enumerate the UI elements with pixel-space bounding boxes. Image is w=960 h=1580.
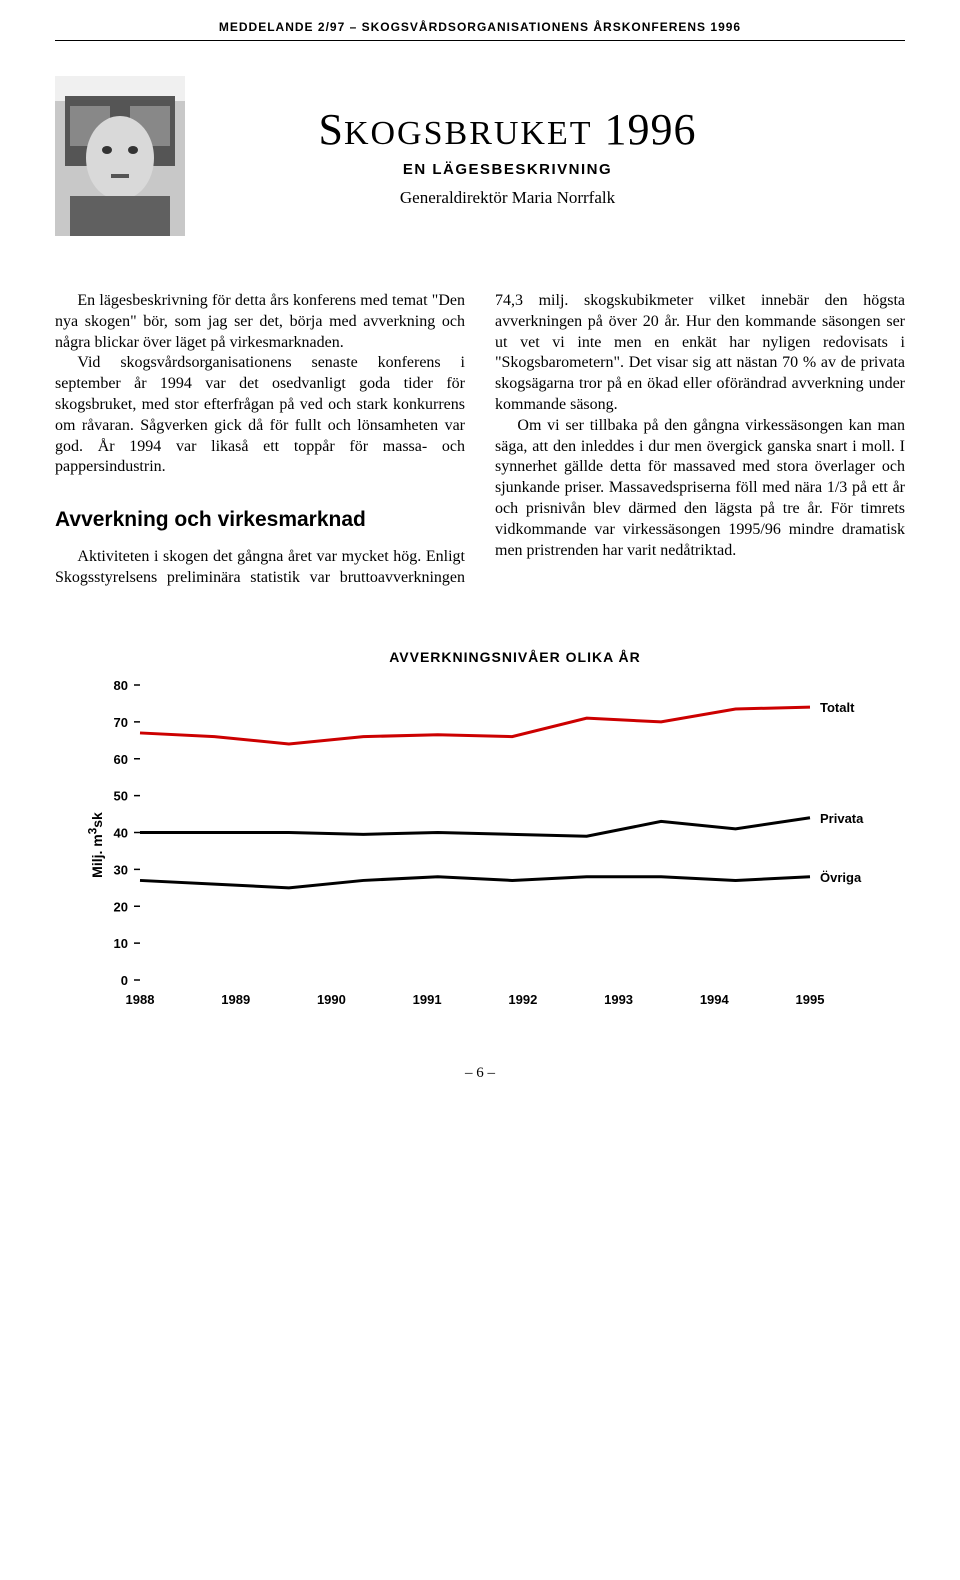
page-number: – 6 – xyxy=(55,1065,905,1082)
svg-text:1989: 1989 xyxy=(221,992,250,1007)
body-paragraph: En lägesbeskrivning för detta års konfer… xyxy=(55,291,465,353)
title-block: SKOGSBRUKET 1996 EN LÄGESBESKRIVNING Gen… xyxy=(55,76,905,236)
svg-text:80: 80 xyxy=(114,678,128,693)
page-header: MEDDELANDE 2/97 – SKOGSVÅRDSORGANISATION… xyxy=(55,20,905,41)
chart-ylabel: Milj. m3sk xyxy=(86,812,105,878)
svg-text:10: 10 xyxy=(114,936,128,951)
body-paragraph: Om vi ser tillbaka på den gångna virkess… xyxy=(495,416,905,562)
svg-text:30: 30 xyxy=(114,862,128,877)
author-portrait xyxy=(55,76,185,236)
main-title: SKOGSBRUKET 1996 xyxy=(210,104,805,155)
svg-text:0: 0 xyxy=(121,973,128,988)
title-text: SKOGSBRUKET 1996 xyxy=(318,105,696,154)
chart-container: Milj. m3sk 0 10 20 30 40 50 60 70 80 1988 1989 1990… xyxy=(85,675,895,1015)
svg-text:1990: 1990 xyxy=(317,992,346,1007)
line-chart: 0 10 20 30 40 50 60 70 80 1988 1989 1990 1991 1992 199… xyxy=(85,675,895,1015)
svg-text:1993: 1993 xyxy=(604,992,633,1007)
body-paragraph: Vid skogsvårdsorganisationens senaste ko… xyxy=(55,353,465,478)
svg-text:1994: 1994 xyxy=(700,992,730,1007)
svg-text:Privata: Privata xyxy=(820,811,864,826)
svg-text:1995: 1995 xyxy=(796,992,825,1007)
svg-text:1992: 1992 xyxy=(508,992,537,1007)
chart-title: AVVERKNINGSNIVÅER OLIKA ÅR xyxy=(125,649,905,665)
subtitle: EN LÄGESBESKRIVNING xyxy=(210,161,805,178)
svg-text:60: 60 xyxy=(114,752,128,767)
svg-text:1988: 1988 xyxy=(126,992,155,1007)
section-heading: Avverkning och virkesmarknad xyxy=(55,506,465,533)
svg-text:40: 40 xyxy=(114,826,128,841)
svg-text:1991: 1991 xyxy=(413,992,442,1007)
svg-text:50: 50 xyxy=(114,789,128,804)
svg-text:Övriga: Övriga xyxy=(820,870,862,885)
author-line: Generaldirektör Maria Norrfalk xyxy=(210,188,805,208)
svg-text:Totalt: Totalt xyxy=(820,700,855,715)
body-columns: En lägesbeskrivning för detta års konfer… xyxy=(55,291,905,589)
svg-text:20: 20 xyxy=(114,899,128,914)
svg-text:70: 70 xyxy=(114,715,128,730)
